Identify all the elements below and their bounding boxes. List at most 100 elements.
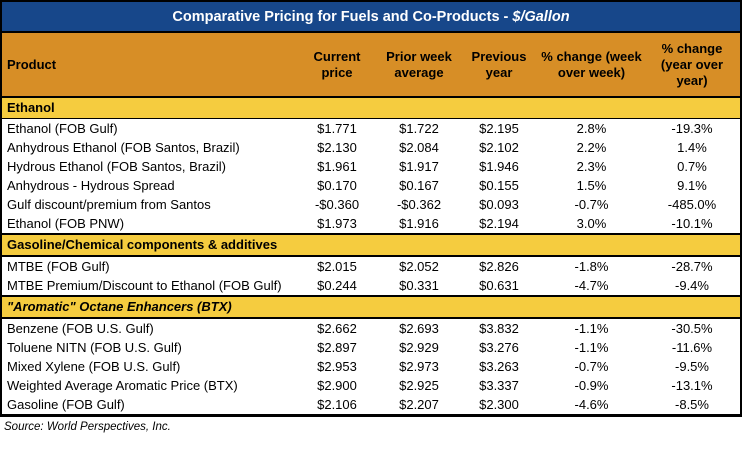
product-cell: Benzene (FOB U.S. Gulf) [2, 318, 295, 338]
source-note: Source: World Perspectives, Inc. [4, 421, 171, 433]
value-cell: $1.973 [295, 214, 379, 234]
value-cell: -11.6% [644, 338, 740, 357]
table-row: Anhydrous - Hydrous Spread $0.170 $0.167 $0… [2, 176, 740, 195]
value-cell: $2.195 [459, 118, 539, 138]
column-header-row: Product Current price Prior week average Pr… [2, 33, 740, 98]
value-cell: $3.263 [459, 357, 539, 376]
table-row: Benzene (FOB U.S. Gulf) $2.662 $2.693 $3.83… [2, 318, 740, 338]
value-cell: $0.244 [295, 276, 379, 296]
section-header-row: "Aromatic" Octane Enhancers (BTX) [2, 295, 740, 319]
value-cell: $0.093 [459, 195, 539, 214]
column-header-4: % change (week over week) [539, 33, 644, 98]
value-cell: $2.130 [295, 138, 379, 157]
value-cell: -1.1% [539, 318, 644, 338]
value-cell: -10.1% [644, 214, 740, 234]
product-cell: Mixed Xylene (FOB U.S. Gulf) [2, 357, 295, 376]
value-cell: $2.106 [295, 395, 379, 414]
table-title-unit: $/Gallon [512, 8, 570, 25]
section-header-row: Gasoline/Chemical components & additives [2, 233, 740, 257]
column-header-product: Product [2, 33, 295, 98]
value-cell: -485.0% [644, 195, 740, 214]
table-row: Hydrous Ethanol (FOB Santos, Brazil) $1.9… [2, 157, 740, 176]
table-row: MTBE (FOB Gulf) $2.015 $2.052 $2.826 -1.8% -2… [2, 256, 740, 276]
value-cell: -30.5% [644, 318, 740, 338]
product-cell: Ethanol (FOB Gulf) [2, 118, 295, 138]
value-cell: $1.916 [379, 214, 459, 234]
value-cell: $1.961 [295, 157, 379, 176]
product-cell: Gulf discount/premium from Santos [2, 195, 295, 214]
value-cell: $2.826 [459, 256, 539, 276]
value-cell: -19.3% [644, 118, 740, 138]
pricing-table: Comparative Pricing for Fuels and Co-Pro… [0, 0, 742, 417]
value-cell: $2.925 [379, 376, 459, 395]
product-cell: Toluene NITN (FOB U.S. Gulf) [2, 338, 295, 357]
product-cell: Ethanol (FOB PNW) [2, 214, 295, 234]
column-header-3: Previous year [459, 33, 539, 98]
value-cell: $1.917 [379, 157, 459, 176]
value-cell: $2.953 [295, 357, 379, 376]
value-cell: -1.8% [539, 256, 644, 276]
column-header-2: Prior week average [379, 33, 459, 98]
value-cell: 2.2% [539, 138, 644, 157]
data-table: Product Current price Prior week average Pr… [2, 33, 740, 414]
value-cell: -0.9% [539, 376, 644, 395]
table-row: Gasoline (FOB Gulf) $2.106 $2.207 $2.300 -4.… [2, 395, 740, 414]
value-cell: 2.3% [539, 157, 644, 176]
value-cell: $0.155 [459, 176, 539, 195]
section-label: Ethanol [7, 100, 55, 115]
table-title-bar: Comparative Pricing for Fuels and Co-Pro… [2, 2, 740, 33]
table-title: Comparative Pricing for Fuels and Co-Pro… [172, 8, 509, 25]
value-cell: $1.946 [459, 157, 539, 176]
section-label: "Aromatic" Octane Enhancers (BTX) [7, 299, 232, 314]
table-row: Toluene NITN (FOB U.S. Gulf) $2.897 $2.929… [2, 338, 740, 357]
value-cell: 3.0% [539, 214, 644, 234]
value-cell: $2.973 [379, 357, 459, 376]
value-cell: $3.337 [459, 376, 539, 395]
product-cell: Anhydrous Ethanol (FOB Santos, Brazil) [2, 138, 295, 157]
value-cell: 0.7% [644, 157, 740, 176]
value-cell: $2.207 [379, 395, 459, 414]
product-cell: Hydrous Ethanol (FOB Santos, Brazil) [2, 157, 295, 176]
column-header-5: % change (year over year) [644, 33, 740, 98]
value-cell: -9.4% [644, 276, 740, 296]
section-header-row: Ethanol [2, 97, 740, 119]
table-row: Ethanol (FOB Gulf) $1.771 $1.722 $2.195 2.8%… [2, 118, 740, 138]
value-cell: $2.662 [295, 318, 379, 338]
product-cell: Anhydrous - Hydrous Spread [2, 176, 295, 195]
product-cell: MTBE (FOB Gulf) [2, 256, 295, 276]
value-cell: -0.7% [539, 195, 644, 214]
value-cell: -$0.362 [379, 195, 459, 214]
value-cell: 2.8% [539, 118, 644, 138]
value-cell: -0.7% [539, 357, 644, 376]
table-row: Weighted Average Aromatic Price (BTX) $2.… [2, 376, 740, 395]
product-cell: Gasoline (FOB Gulf) [2, 395, 295, 414]
table-row: MTBE Premium/Discount to Ethanol (FOB Gu… [2, 276, 740, 296]
value-cell: $2.300 [459, 395, 539, 414]
value-cell: -$0.360 [295, 195, 379, 214]
value-cell: 1.5% [539, 176, 644, 195]
value-cell: $2.693 [379, 318, 459, 338]
value-cell: 1.4% [644, 138, 740, 157]
table-row: Gulf discount/premium from Santos -$0.360… [2, 195, 740, 214]
product-cell: Weighted Average Aromatic Price (BTX) [2, 376, 295, 395]
value-cell: 9.1% [644, 176, 740, 195]
value-cell: $2.052 [379, 256, 459, 276]
value-cell: $0.170 [295, 176, 379, 195]
value-cell: -4.6% [539, 395, 644, 414]
table-row: Anhydrous Ethanol (FOB Santos, Brazil) $2… [2, 138, 740, 157]
section-label: Gasoline/Chemical components & additives [7, 237, 278, 252]
value-cell: $2.900 [295, 376, 379, 395]
value-cell: $2.015 [295, 256, 379, 276]
value-cell: $0.631 [459, 276, 539, 296]
value-cell: -28.7% [644, 256, 740, 276]
value-cell: $2.929 [379, 338, 459, 357]
column-header-1: Current price [295, 33, 379, 98]
value-cell: -1.1% [539, 338, 644, 357]
value-cell: $3.276 [459, 338, 539, 357]
value-cell: -13.1% [644, 376, 740, 395]
value-cell: $1.771 [295, 118, 379, 138]
table-row: Mixed Xylene (FOB U.S. Gulf) $2.953 $2.973… [2, 357, 740, 376]
value-cell: $0.331 [379, 276, 459, 296]
value-cell: $0.167 [379, 176, 459, 195]
